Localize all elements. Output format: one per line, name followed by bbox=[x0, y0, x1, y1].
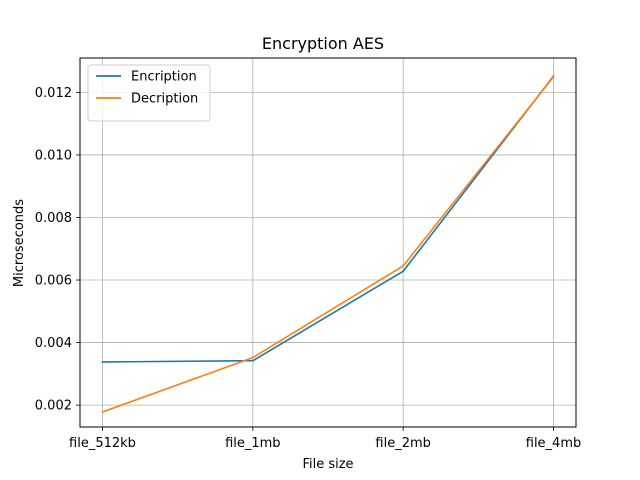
y-axis-ticks: 0.002 0.004 0.006 0.008 0.010 0.012 bbox=[35, 86, 80, 414]
chart-title: Encryption AES bbox=[262, 34, 384, 53]
legend-frame bbox=[87, 64, 211, 122]
x-tick-label: file_2mb bbox=[375, 436, 431, 451]
y-tick-label: 0.006 bbox=[35, 274, 72, 289]
y-axis-label: Microseconds bbox=[12, 199, 27, 287]
grid-lines bbox=[80, 58, 576, 427]
x-axis-ticks: file_512kb file_1mb file_2mb file_4mb bbox=[69, 427, 581, 451]
plot-area-frame bbox=[79, 57, 577, 428]
series-lines bbox=[101, 75, 555, 413]
data-point-encription bbox=[101, 361, 104, 363]
legend: Encription Decription bbox=[87, 64, 211, 122]
data-point-decription bbox=[251, 356, 254, 359]
legend-label: Decription bbox=[131, 92, 198, 107]
x-tick-label: file_4mb bbox=[526, 436, 582, 451]
data-point-decription bbox=[101, 411, 104, 413]
y-tick-label: 0.002 bbox=[35, 399, 72, 414]
data-point-decription bbox=[552, 75, 555, 78]
x-tick-label: file_1mb bbox=[225, 436, 281, 451]
data-point-decription bbox=[402, 265, 405, 267]
y-tick-label: 0.004 bbox=[35, 336, 72, 351]
y-tick-label: 0.010 bbox=[35, 148, 72, 163]
data-point-encription bbox=[251, 359, 254, 362]
y-tick-label: 0.008 bbox=[35, 211, 72, 226]
x-axis-label: File size bbox=[302, 457, 353, 472]
legend-label: Encription bbox=[131, 70, 197, 85]
x-tick-label: file_512kb bbox=[69, 436, 136, 451]
series-line-decription bbox=[102, 76, 555, 413]
series-line-encription bbox=[102, 75, 555, 363]
y-tick-label: 0.012 bbox=[35, 86, 72, 101]
data-point-encription bbox=[402, 270, 405, 273]
